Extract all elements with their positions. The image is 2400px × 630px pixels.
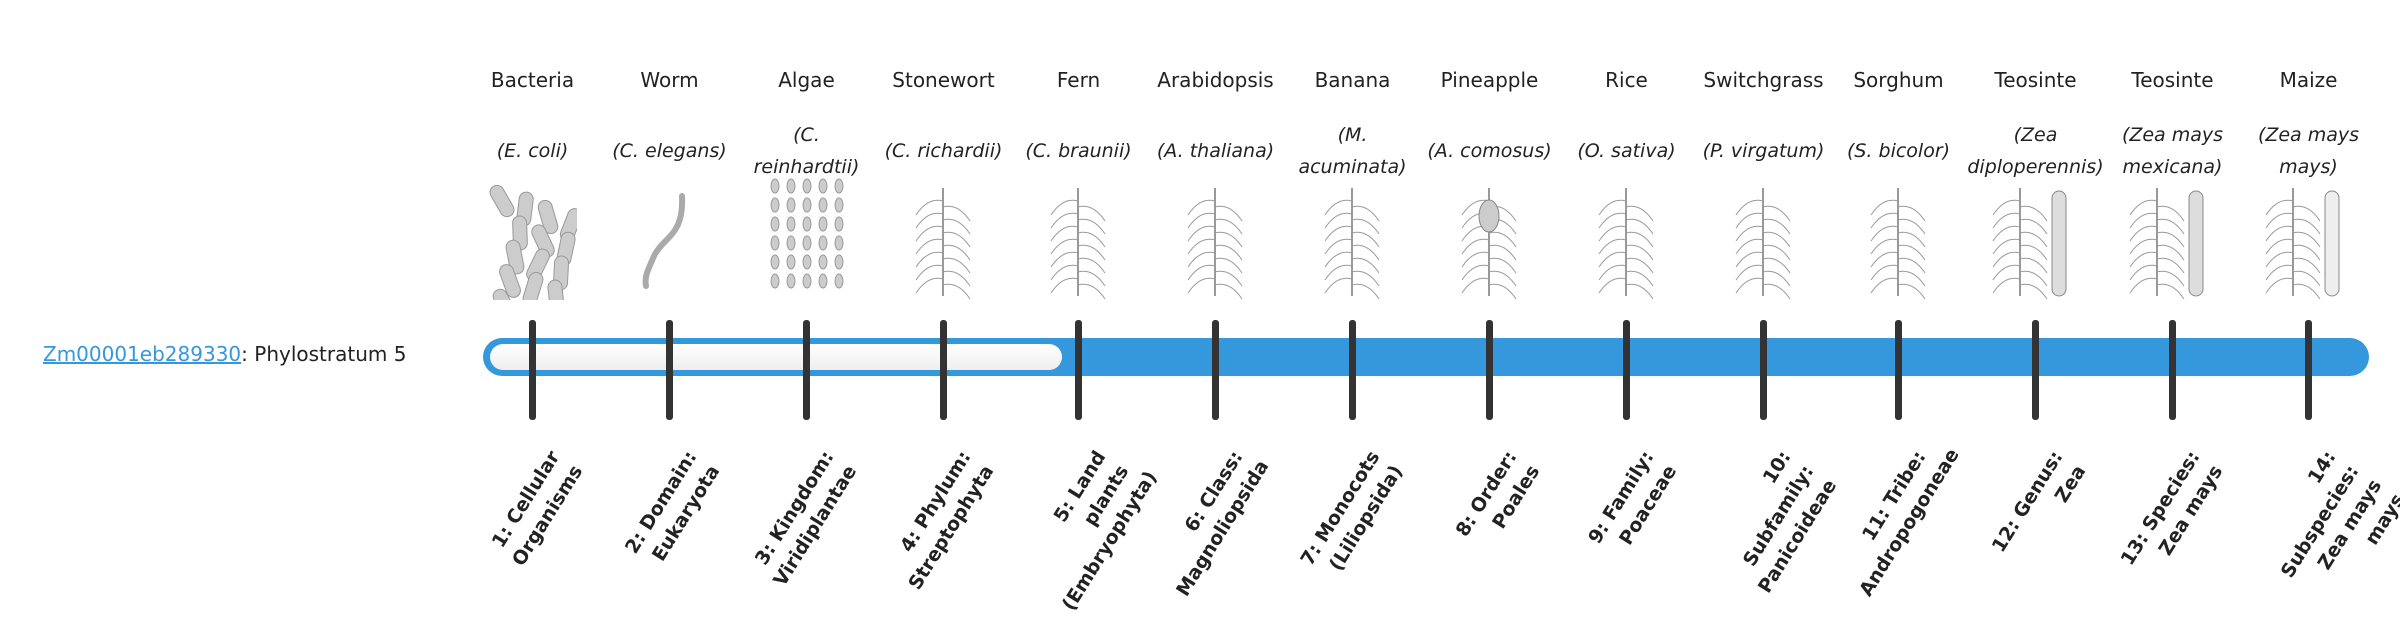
switchgrass-icon bbox=[1718, 176, 1808, 300]
arabidopsis-icon bbox=[1170, 176, 1260, 300]
banana-plant-icon bbox=[1307, 176, 1397, 300]
worm-icon bbox=[624, 176, 714, 300]
organism-scientific-name: (S. bicolor) bbox=[1830, 118, 1967, 184]
scientific-name-text: (E. coli) bbox=[496, 140, 569, 162]
scientific-name-text: (Zea diploperennis) bbox=[1967, 124, 2104, 178]
phylostratum-bar bbox=[483, 338, 2369, 376]
organism-scientific-name: (C. elegans) bbox=[601, 118, 738, 184]
organism-name: Arabidopsis bbox=[1157, 68, 1274, 92]
bar-unfilled-portion bbox=[490, 344, 1062, 370]
stratum-tick bbox=[1212, 320, 1219, 420]
stratum-label: 12: Genus: Zea bbox=[1987, 447, 2091, 557]
organism-name: Worm bbox=[640, 68, 699, 92]
algae-icon bbox=[761, 176, 851, 300]
organism-scientific-name: (Zea diploperennis) bbox=[1967, 118, 2104, 184]
pineapple-icon bbox=[1444, 176, 1534, 300]
stratum-tick bbox=[666, 320, 673, 420]
stratum-tick bbox=[2169, 320, 2176, 420]
teosinte-icon bbox=[1990, 176, 2080, 300]
scientific-name-text: (O. sativa) bbox=[1577, 140, 1676, 162]
bacteria-icon bbox=[487, 176, 583, 322]
scientific-name-text: (P. virgatum) bbox=[1702, 140, 1825, 162]
gene-id-link[interactable]: Zm00001eb289330 bbox=[43, 342, 242, 366]
organism-name: Sorghum bbox=[1853, 68, 1944, 92]
organism-scientific-name: (E. coli) bbox=[464, 118, 601, 184]
stratum-tick bbox=[1623, 320, 1630, 420]
scientific-name-text: (Zea mays mays) bbox=[2257, 124, 2360, 178]
organism-name: Maize bbox=[2279, 68, 2338, 92]
stratum-label: 3: Kingdom: Viridiplantae bbox=[750, 447, 862, 591]
stratum-tick bbox=[803, 320, 810, 420]
scientific-name-text: (C. elegans) bbox=[612, 140, 727, 162]
stratum-label: 10: Subfamily: Panicoideae bbox=[1738, 447, 1842, 597]
stratum-label: 6: Class: Magnoliopsida bbox=[1172, 447, 1274, 601]
organism-scientific-name: (P. virgatum) bbox=[1695, 118, 1832, 184]
organism-name: Banana bbox=[1314, 68, 1391, 92]
organism-name: Fern bbox=[1056, 68, 1101, 92]
stratum-tick bbox=[1760, 320, 1767, 420]
organism-name: Teosinte bbox=[2131, 68, 2214, 92]
organism-scientific-name: (A. thaliana) bbox=[1147, 118, 1284, 184]
organism-scientific-name: (Zea mays mexicana) bbox=[2104, 118, 2241, 184]
stratum-label: 13: Species: Zea mays bbox=[2116, 447, 2228, 570]
teosinte-icon bbox=[2127, 176, 2217, 300]
scientific-name-text: (M. acuminata) bbox=[1298, 124, 1407, 178]
stratum-label: 7: Monocots (Liliopsida) bbox=[1296, 447, 1408, 575]
stratum-label: 9: Family: Poaceae bbox=[1584, 447, 1682, 550]
stratum-tick bbox=[2305, 320, 2312, 420]
stratum-tick bbox=[1895, 320, 1902, 420]
organism-name: Rice bbox=[1605, 68, 1648, 92]
organism-scientific-name: (C. reinhardtii) bbox=[738, 118, 875, 184]
organism-name: Switchgrass bbox=[1703, 68, 1824, 92]
organism-scientific-name: (Zea mays mays) bbox=[2240, 118, 2377, 184]
stratum-tick bbox=[2032, 320, 2039, 420]
stratum-tick bbox=[1075, 320, 1082, 420]
sorghum-icon bbox=[1853, 176, 1943, 300]
stratum-tick bbox=[529, 320, 536, 420]
fern-icon bbox=[1033, 176, 1123, 300]
organism-scientific-name: (A. comosus) bbox=[1421, 118, 1558, 184]
scientific-name-text: (C. reinhardtii) bbox=[753, 124, 860, 178]
stratum-tick bbox=[940, 320, 947, 420]
gene-phylostratum-label: Zm00001eb289330: Phylostratum 5 bbox=[43, 342, 406, 366]
organism-name: Bacteria bbox=[490, 68, 575, 92]
organism-name: Stonewort bbox=[892, 68, 995, 92]
maize-icon bbox=[2263, 176, 2353, 300]
organism-name: Algae bbox=[778, 68, 835, 92]
organism-name: Pineapple bbox=[1440, 68, 1539, 92]
stratum-tick bbox=[1349, 320, 1356, 420]
scientific-name-text: (C. richardii) bbox=[884, 140, 1003, 162]
scientific-name-text: (C. braunii) bbox=[1025, 140, 1132, 162]
stratum-label: 14: Subspecies: Zea mays mays bbox=[2276, 447, 2400, 582]
scientific-name-text: (S. bicolor) bbox=[1846, 140, 1951, 162]
organism-scientific-name: (C. braunii) bbox=[1010, 118, 1147, 184]
scientific-name-text: (Zea mays mexicana) bbox=[2121, 124, 2224, 178]
organism-scientific-name: (O. sativa) bbox=[1558, 118, 1695, 184]
organism-scientific-name: (M. acuminata) bbox=[1284, 118, 1421, 184]
stratum-label: 11: Tribe: Andropogoneae bbox=[1855, 444, 1964, 601]
stratum-label: 5: Land plants (Embryophyta) bbox=[1049, 447, 1162, 615]
organism-name: Teosinte bbox=[1994, 68, 2077, 92]
organism-scientific-name: (C. richardii) bbox=[875, 118, 1012, 184]
stonewort-icon bbox=[898, 176, 988, 300]
scientific-name-text: (A. thaliana) bbox=[1156, 140, 1275, 162]
stratum-label: 4: Phylum: Streptophyta bbox=[895, 447, 999, 594]
stratum-label: 8: Order: Poales bbox=[1451, 447, 1545, 541]
scientific-name-text: (A. comosus) bbox=[1427, 140, 1552, 162]
stratum-label: 2: Domain: Eukaryota bbox=[620, 447, 725, 566]
stratum-tick bbox=[1486, 320, 1493, 420]
stratum-label: 1: Cellular Organisms bbox=[487, 447, 588, 571]
rice-icon bbox=[1581, 176, 1671, 300]
phylostratum-text: : Phylostratum 5 bbox=[241, 342, 407, 366]
